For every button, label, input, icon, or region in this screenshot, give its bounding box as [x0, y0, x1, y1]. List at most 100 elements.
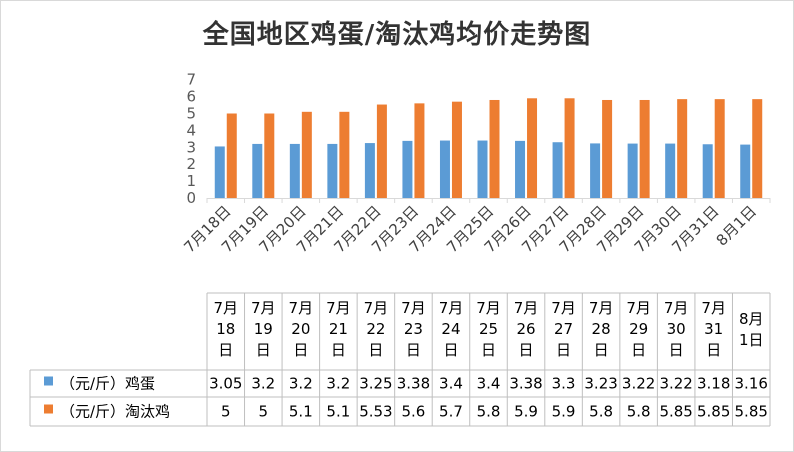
bar-egg: [214, 146, 225, 198]
bar-egg: [665, 143, 676, 198]
table-header-cell: 31: [704, 320, 723, 338]
table-header-cell: 19: [254, 320, 273, 338]
table-header-cell: 20: [291, 320, 310, 338]
bar-cull-hen: [752, 99, 763, 198]
table-value-cell: 3.22: [622, 375, 655, 393]
bar-egg: [590, 143, 601, 198]
table-header-cell: 日: [594, 341, 609, 359]
table-header-cell: 24: [441, 320, 460, 338]
table-header-cell: 日: [706, 341, 721, 359]
bar-egg: [515, 140, 526, 198]
table-value-cell: 5.85: [735, 403, 768, 421]
table-header-cell: 日: [293, 341, 308, 359]
table-value-cell: 5.7: [439, 403, 463, 421]
table-value-cell: 5.8: [627, 403, 651, 421]
table-value-cell: 3.25: [359, 375, 392, 393]
table-header-cell: 27: [554, 320, 573, 338]
table-header-cell: 7月: [326, 299, 351, 317]
table-header-cell: 日: [368, 341, 383, 359]
table-header-cell: 7月: [626, 299, 651, 317]
table-header-cell: 日: [331, 341, 346, 359]
bar-egg: [627, 143, 638, 198]
bar-cull-hen: [677, 99, 688, 198]
table-header-cell: 7月: [289, 299, 314, 317]
bar-egg: [740, 144, 751, 198]
table-value-cell: 3.16: [735, 375, 768, 393]
table-value-cell: 3.4: [439, 375, 463, 393]
bar-cull-hen: [451, 101, 462, 198]
bar-egg: [552, 142, 563, 198]
table-header-cell: 7月: [589, 299, 614, 317]
table-header-cell: 7月: [664, 299, 689, 317]
table-header-cell: 日: [481, 341, 496, 359]
y-tick-label: 1: [186, 172, 196, 190]
bar-egg: [402, 140, 413, 198]
table-header-cell: 7月: [551, 299, 576, 317]
table-value-cell: 3.4: [477, 375, 501, 393]
legend-label-egg: （元/斤）鸡蛋: [60, 375, 155, 393]
table-value-cell: 3.3: [552, 375, 576, 393]
table-header-cell: 日: [406, 341, 421, 359]
bar-cull-hen: [564, 98, 575, 198]
table-value-cell: 5.85: [697, 403, 730, 421]
table-header-cell: 日: [669, 341, 684, 359]
bar-cull-hen: [714, 99, 725, 198]
table-header-cell: 28: [592, 320, 611, 338]
table-header-cell: 日: [519, 341, 534, 359]
table-value-cell: 5.1: [289, 403, 313, 421]
legend-swatch-cull-hen: [44, 404, 53, 414]
table-value-cell: 3.2: [251, 375, 275, 393]
table-header-cell: 7月: [213, 299, 238, 317]
legend-swatch-egg: [44, 376, 53, 386]
table-value-cell: 5.8: [589, 403, 613, 421]
bar-cull-hen: [527, 98, 538, 198]
table-header-cell: 29: [629, 320, 648, 338]
table-value-cell: 5.1: [326, 403, 350, 421]
y-tick-label: 4: [186, 121, 196, 139]
bar-cull-hen: [639, 99, 650, 198]
table-header-cell: 7月: [401, 299, 426, 317]
bar-cull-hen: [414, 103, 425, 198]
table-header-cell: 21: [329, 320, 348, 338]
legend-label-cull-hen: （元/斤）淘汰鸡: [60, 403, 170, 421]
table-header-cell: 18: [216, 320, 235, 338]
bar-cull-hen: [301, 111, 312, 198]
table-header-cell: 7月: [439, 299, 464, 317]
table-value-cell: 5: [221, 403, 231, 421]
bar-egg: [364, 143, 375, 198]
table-value-cell: 3.22: [659, 375, 692, 393]
y-tick-label: 3: [186, 138, 196, 156]
table-value-cell: 5.6: [402, 403, 426, 421]
bar-cull-hen: [376, 104, 387, 198]
y-tick-label: 6: [186, 88, 196, 106]
table-value-cell: 3.18: [697, 375, 730, 393]
table-value-cell: 5: [259, 403, 269, 421]
table-header-cell: 日: [556, 341, 571, 359]
table-value-cell: 5.53: [359, 403, 392, 421]
bar-egg: [439, 140, 450, 198]
bar-egg: [477, 140, 488, 198]
bar-cull-hen: [489, 99, 500, 198]
table-header-cell: 30: [667, 320, 686, 338]
table-value-cell: 3.05: [209, 375, 242, 393]
table-header-cell: 22: [366, 320, 385, 338]
bar-egg: [702, 144, 713, 198]
table-value-cell: 3.38: [397, 375, 430, 393]
table-header-cell: 7月: [364, 299, 389, 317]
table-header-cell: 26: [516, 320, 535, 338]
table-header-cell: 日: [631, 341, 646, 359]
table-value-cell: 3.23: [584, 375, 617, 393]
table-value-cell: 5.9: [552, 403, 576, 421]
bar-egg: [252, 143, 263, 198]
table-value-cell: 3.2: [289, 375, 313, 393]
table-header-cell: 7月: [701, 299, 726, 317]
bar-cull-hen: [339, 111, 350, 198]
table-header-cell: 7月: [514, 299, 539, 317]
bar-cull-hen: [264, 113, 275, 198]
bar-egg: [289, 143, 300, 198]
bar-cull-hen: [602, 99, 613, 198]
bar-cull-hen: [226, 113, 237, 198]
table-value-cell: 3.38: [509, 375, 542, 393]
